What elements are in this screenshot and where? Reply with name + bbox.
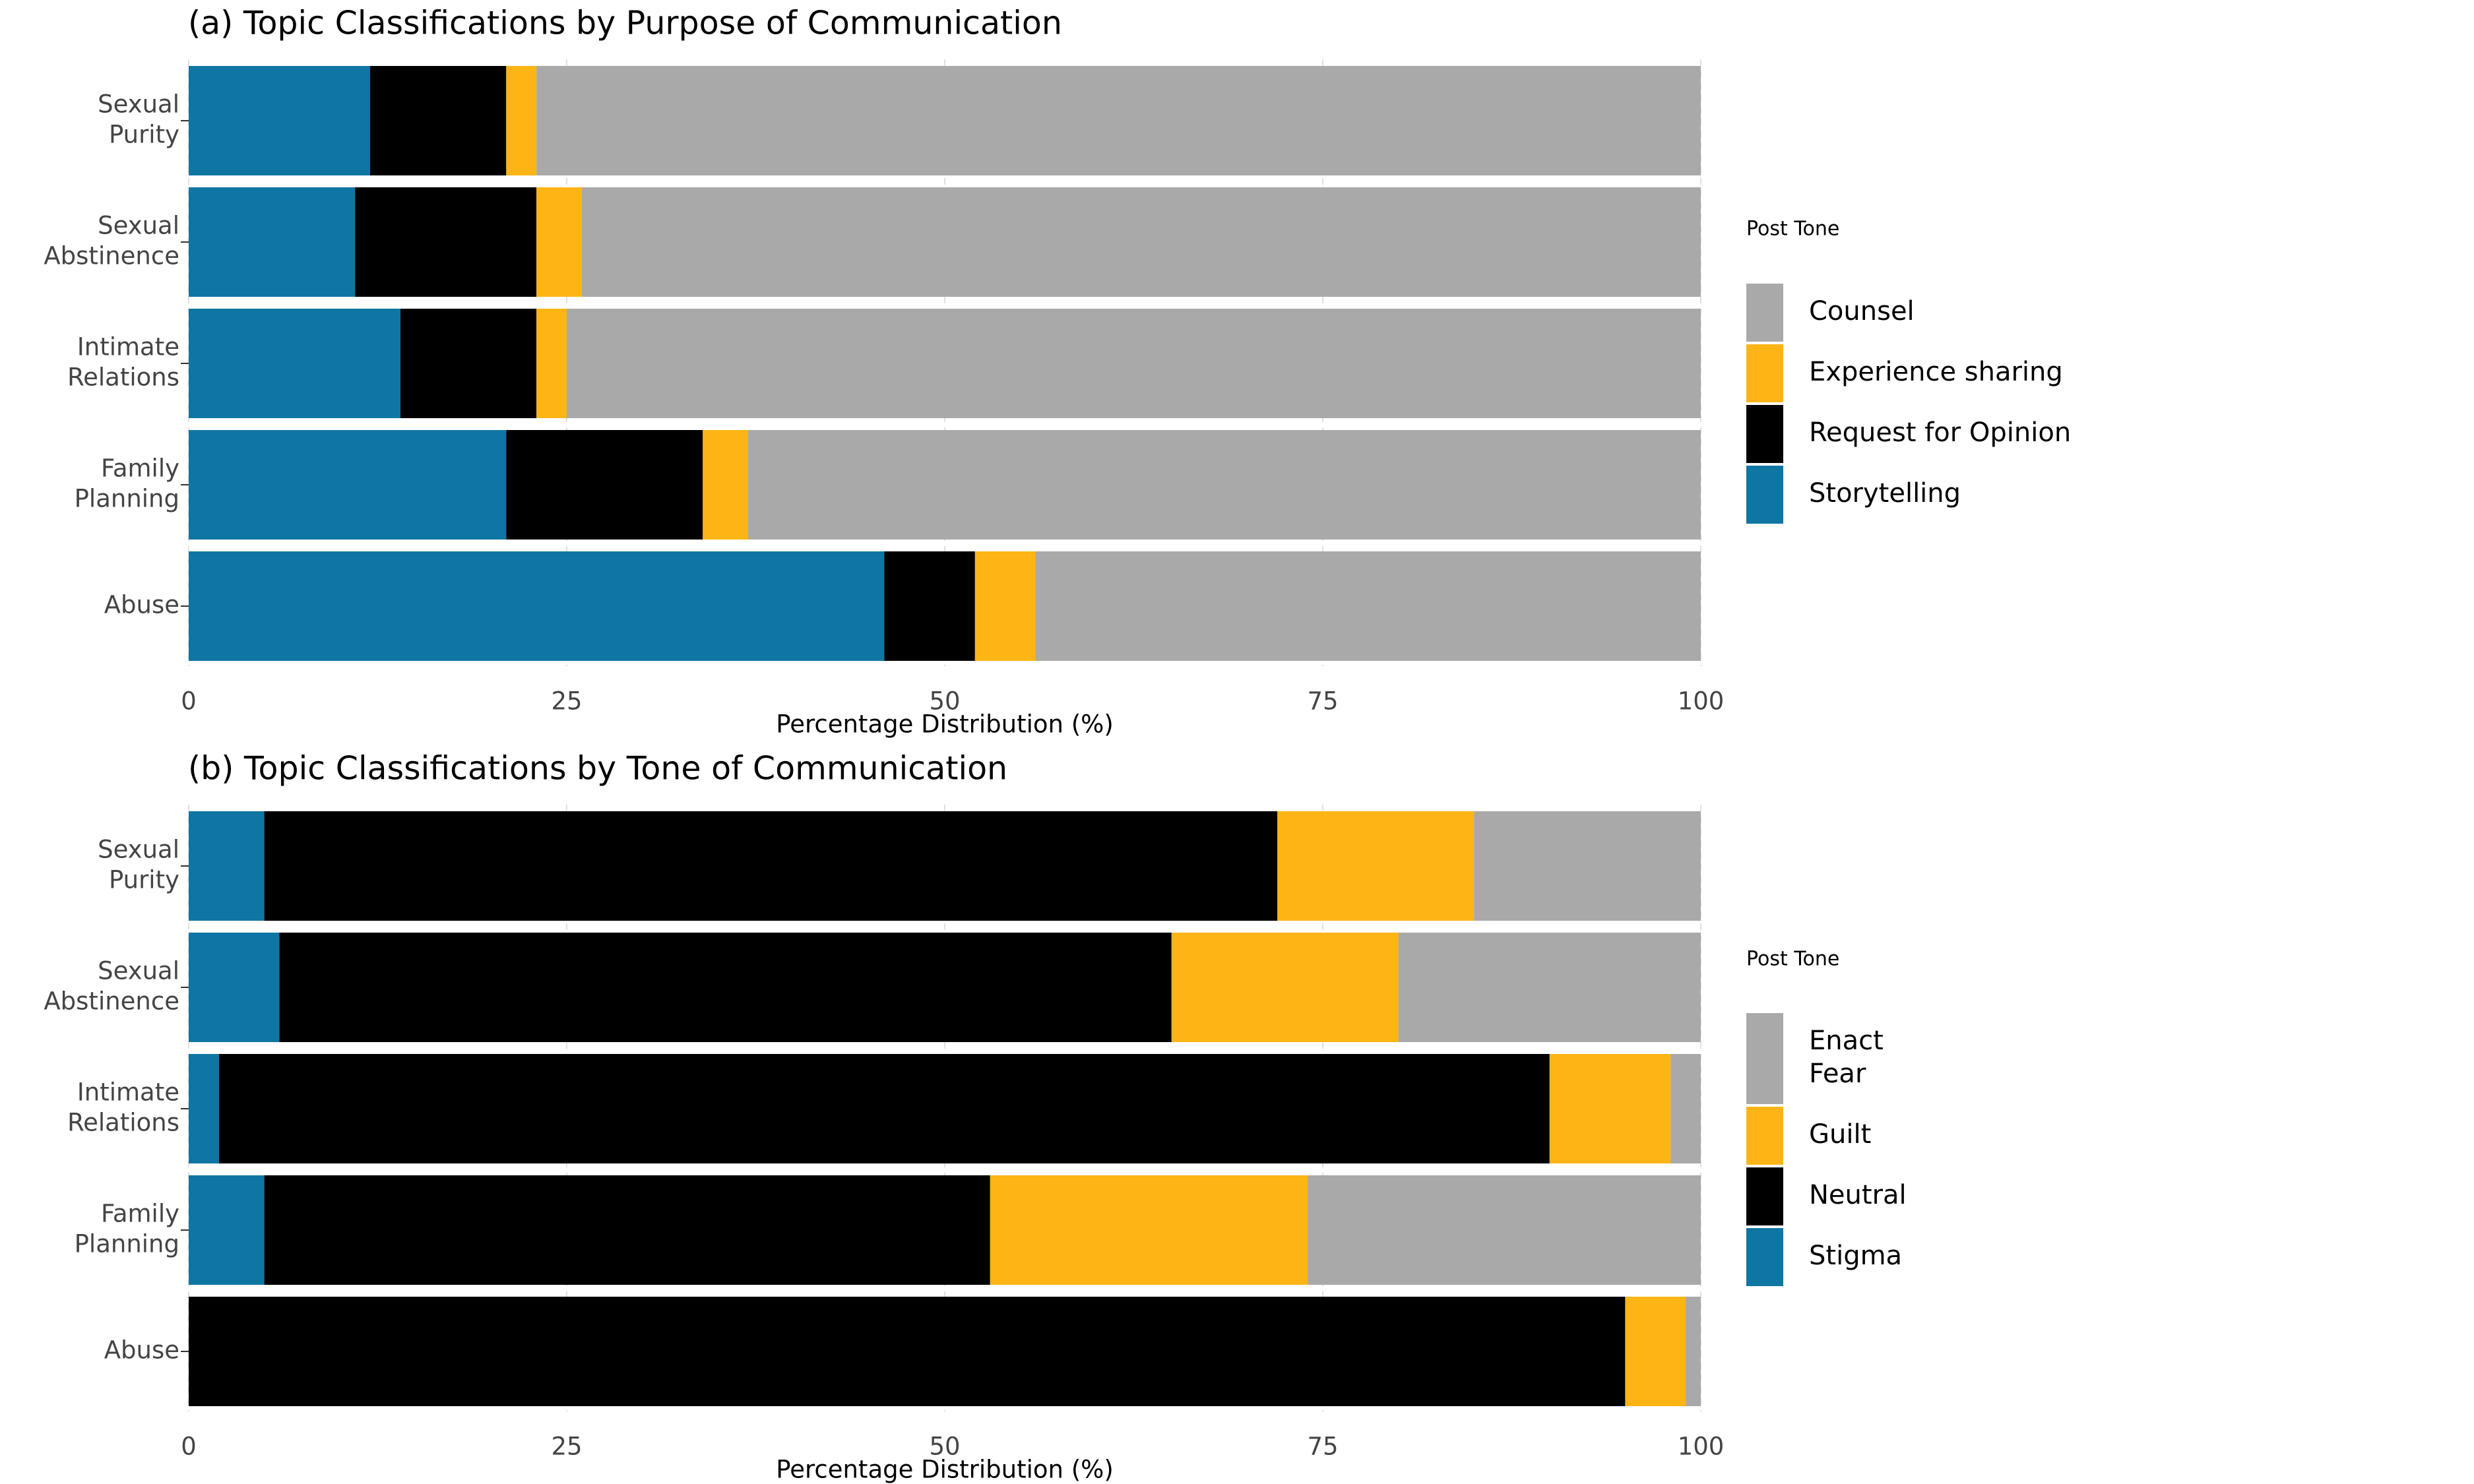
legend-title: Post Tone bbox=[1746, 218, 1839, 241]
legend-label: Request for Opinion bbox=[1809, 417, 2071, 448]
bar-segment-request-for-opinion bbox=[355, 187, 537, 297]
bar-segment-experience-sharing bbox=[536, 309, 567, 418]
bar-segment-enact-fear bbox=[1474, 811, 1701, 921]
x-tick-label: 50 bbox=[929, 1433, 960, 1461]
y-tick-label: Sexual Purity bbox=[98, 90, 179, 149]
chart-title: (a) Topic Classifications by Purpose of … bbox=[188, 5, 1062, 42]
bar-segment-experience-sharing bbox=[703, 430, 749, 540]
bar-segment-guilt bbox=[1625, 1297, 1686, 1406]
legend-label: Stigma bbox=[1809, 1241, 1902, 1271]
legend-swatch bbox=[1746, 284, 1783, 342]
bar-segment-request-for-opinion bbox=[370, 66, 507, 175]
legend: Post Tone Counsel Experience sharing Reques… bbox=[1746, 218, 2071, 524]
bar-segment-experience-sharing bbox=[974, 551, 1036, 661]
y-tick-label: Abuse bbox=[104, 1336, 179, 1365]
x-tick-label: 0 bbox=[181, 1433, 197, 1461]
bar-segment-stigma bbox=[189, 811, 265, 921]
legend-swatch bbox=[1746, 1167, 1783, 1225]
bar-segment-storytelling bbox=[189, 187, 356, 297]
x-axis-label: Percentage Distribution (%) bbox=[776, 710, 1114, 739]
y-tick-label: Intimate Relations bbox=[67, 333, 179, 392]
chart-title: (b) Topic Classifications by Tone of Com… bbox=[188, 750, 1007, 788]
bar-segment-neutral bbox=[279, 933, 1172, 1042]
legend-swatch bbox=[1746, 1107, 1783, 1165]
x-tick-label: 75 bbox=[1307, 687, 1338, 716]
bar-segment-neutral bbox=[264, 811, 1278, 921]
legend-swatch bbox=[1746, 1228, 1783, 1286]
legend-swatch bbox=[1746, 344, 1783, 402]
bar-segment-neutral bbox=[218, 1054, 1550, 1163]
bar-segment-guilt bbox=[1549, 1054, 1671, 1163]
bar-segment-counsel bbox=[536, 66, 1701, 175]
y-tick-label: Sexual Abstinence bbox=[44, 957, 179, 1016]
legend-label: Neutral bbox=[1809, 1180, 1907, 1210]
y-tick-label: Intimate Relations bbox=[67, 1078, 179, 1137]
bar-segment-request-for-opinion bbox=[400, 309, 537, 418]
bar-segment-experience-sharing bbox=[506, 66, 537, 175]
bar-segment-counsel bbox=[1035, 551, 1701, 661]
bar-segment-stigma bbox=[189, 1175, 265, 1285]
bar-segment-enact-fear bbox=[1686, 1297, 1701, 1406]
bar-segment-counsel bbox=[748, 430, 1701, 540]
x-axis-label: Percentage Distribution (%) bbox=[776, 1456, 1114, 1484]
bar-segment-storytelling bbox=[189, 309, 400, 418]
x-tick-label: 75 bbox=[1307, 1433, 1338, 1461]
chart-panel-a: (a) Topic Classifications by Purpose of … bbox=[44, 5, 2071, 739]
legend-title: Post Tone bbox=[1746, 948, 1839, 971]
bar-segment-guilt bbox=[1171, 933, 1399, 1042]
chart-panel-b: (b) Topic Classifications by Tone of Com… bbox=[44, 750, 1906, 1484]
legend-label: Experience sharing bbox=[1809, 357, 2063, 387]
bar-segment-request-for-opinion bbox=[506, 430, 703, 540]
y-tick-label: Sexual Purity bbox=[98, 836, 179, 894]
bar-segment-counsel bbox=[567, 309, 1701, 418]
legend-label: Counsel bbox=[1809, 296, 1915, 326]
bar-segment-stigma bbox=[189, 1054, 219, 1163]
bar-segment-guilt bbox=[990, 1175, 1308, 1285]
bar-segment-storytelling bbox=[189, 551, 885, 661]
x-tick-label: 100 bbox=[1678, 1433, 1725, 1461]
bar-segment-storytelling bbox=[189, 430, 507, 540]
bar-segment-request-for-opinion bbox=[884, 551, 975, 661]
bar-segment-experience-sharing bbox=[536, 187, 582, 297]
y-tick-label: Family Planning bbox=[75, 1200, 179, 1258]
legend-swatch bbox=[1746, 1013, 1783, 1104]
bar-segment-counsel bbox=[581, 187, 1701, 297]
x-tick-label: 100 bbox=[1678, 687, 1725, 716]
x-tick-label: 50 bbox=[929, 687, 960, 716]
bar-segment-neutral bbox=[264, 1175, 990, 1285]
bar-segment-enact-fear bbox=[1670, 1054, 1701, 1163]
legend-swatch bbox=[1746, 466, 1783, 524]
bar-segment-enact-fear bbox=[1398, 933, 1701, 1042]
x-tick-label: 25 bbox=[551, 687, 582, 716]
y-tick-label: Sexual Abstinence bbox=[44, 212, 179, 270]
bar-segment-guilt bbox=[1277, 811, 1475, 921]
y-tick-label: Family Planning bbox=[75, 454, 179, 513]
bar-segment-stigma bbox=[189, 933, 280, 1042]
bar-segment-storytelling bbox=[189, 66, 371, 175]
legend-swatch bbox=[1746, 405, 1783, 463]
x-tick-label: 0 bbox=[181, 687, 197, 716]
bar-segment-neutral bbox=[189, 1297, 1626, 1406]
bar-segment-enact-fear bbox=[1308, 1175, 1701, 1285]
legend-label: Storytelling bbox=[1809, 478, 1961, 509]
legend-label: Guilt bbox=[1809, 1119, 1871, 1150]
legend-label: Enact Fear bbox=[1809, 1026, 1884, 1089]
x-tick-label: 25 bbox=[551, 1433, 582, 1461]
y-tick-label: Abuse bbox=[104, 591, 179, 619]
legend: Post Tone Enact Fear Guilt Neutral Stigma bbox=[1746, 948, 1907, 1286]
